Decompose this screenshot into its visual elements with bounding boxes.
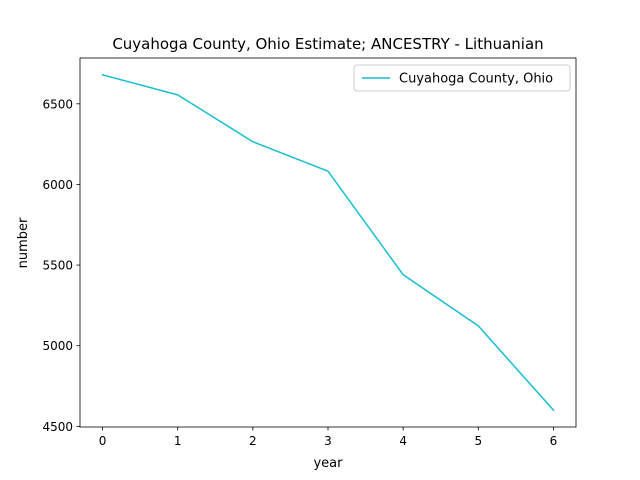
y-tick-label: 5500 (42, 259, 73, 273)
x-tick-label: 5 (474, 434, 482, 448)
x-tick-label: 4 (399, 434, 407, 448)
y-tick-label: 5000 (42, 339, 73, 353)
legend-box (353, 64, 571, 92)
x-axis-label: year (313, 456, 343, 471)
x-tick-label: 0 (99, 434, 107, 448)
x-tick-label: 1 (174, 434, 182, 448)
y-tick-label: 4500 (42, 420, 73, 434)
y-axis-label: number (16, 217, 31, 268)
x-tick-label: 2 (249, 434, 257, 448)
series-line-0 (101, 73, 555, 412)
x-axis-ticks: 0 1 2 3 4 5 6 (99, 427, 558, 448)
y-axis-ticks: 4500 5000 5500 6000 6500 (42, 97, 80, 434)
chart-title: Cuyahoga County, Ohio Estimate; ANCESTRY… (112, 35, 543, 53)
x-tick-label: 6 (550, 434, 558, 448)
legend: Cuyahoga County, Ohio (353, 64, 571, 92)
y-tick-label: 6000 (42, 178, 73, 192)
y-tick-label: 6500 (42, 97, 73, 111)
legend-label-0: Cuyahoga County, Ohio (399, 72, 553, 87)
x-tick-label: 3 (324, 434, 332, 448)
